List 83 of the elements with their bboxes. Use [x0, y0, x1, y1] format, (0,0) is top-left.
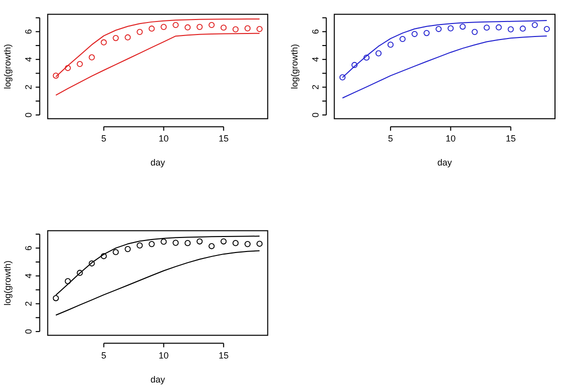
point [112, 34, 119, 42]
y-tick-label: 4 [24, 273, 34, 278]
point [184, 24, 191, 30]
point [136, 28, 143, 35]
point [232, 240, 239, 246]
point [232, 26, 239, 32]
point [388, 42, 394, 48]
point [124, 246, 131, 252]
y-axis-title: log(growth) [2, 44, 13, 90]
line-series [55, 250, 260, 316]
point [148, 241, 155, 248]
point [244, 25, 251, 32]
y-tick-label: 6 [24, 29, 34, 34]
point [460, 24, 466, 30]
point [124, 34, 131, 40]
y-tick-label: 4 [310, 56, 320, 62]
point [100, 39, 107, 46]
point [196, 238, 203, 244]
point [208, 22, 215, 28]
point [484, 24, 490, 31]
point [472, 28, 478, 35]
point [160, 24, 167, 30]
y-tick-label: 6 [310, 29, 320, 34]
point [76, 270, 83, 276]
point [208, 243, 215, 250]
y-tick-label: 2 [24, 84, 34, 90]
point [64, 278, 71, 284]
point [100, 253, 107, 260]
point [220, 24, 227, 31]
point [52, 72, 59, 79]
y-tick-label: 0 [24, 329, 34, 334]
x-tick-label: 10 [158, 134, 169, 144]
x-tick-label: 10 [158, 350, 169, 360]
point [184, 240, 191, 246]
x-tick-label: 5 [101, 350, 106, 360]
point [532, 22, 538, 28]
point [544, 26, 550, 32]
point [88, 54, 95, 60]
point [88, 260, 95, 266]
point [64, 64, 71, 72]
y-axis-title: log(growth) [2, 260, 13, 306]
point [160, 238, 167, 245]
point [136, 242, 143, 248]
point [520, 26, 526, 32]
point [351, 62, 358, 68]
point [363, 54, 370, 61]
y-tick-label: 6 [24, 246, 34, 251]
line-series [342, 35, 548, 99]
point [375, 50, 382, 56]
point [220, 238, 227, 244]
point [112, 249, 119, 256]
point [76, 60, 83, 68]
point [196, 24, 203, 30]
point [412, 30, 418, 38]
point [436, 26, 442, 32]
point [256, 240, 263, 247]
point [52, 295, 59, 302]
y-tick-label: 2 [310, 84, 320, 90]
x-tick-label: 5 [388, 134, 394, 144]
point [400, 36, 406, 42]
x-axis-title: day [150, 374, 166, 384]
point [496, 24, 502, 30]
y-tick-label: 0 [24, 112, 34, 118]
point [448, 25, 454, 32]
x-tick-label: 15 [218, 350, 229, 360]
y-tick-label: 0 [310, 112, 320, 118]
y-tick-label: 4 [24, 56, 34, 62]
x-tick-label: 10 [446, 134, 456, 144]
y-axis-title: log(growth) [289, 44, 300, 90]
x-axis-title: day [150, 158, 166, 168]
x-tick-label: 5 [101, 134, 106, 144]
x-tick-label: 15 [218, 134, 229, 144]
x-tick-label: 15 [506, 134, 516, 144]
point [424, 30, 430, 36]
point [172, 240, 179, 246]
y-tick-label: 2 [24, 301, 34, 306]
x-axis-title: day [437, 158, 452, 168]
point [256, 26, 263, 32]
point [244, 241, 251, 248]
point [339, 74, 346, 80]
point [172, 22, 179, 28]
point [148, 26, 155, 32]
point [508, 26, 514, 32]
